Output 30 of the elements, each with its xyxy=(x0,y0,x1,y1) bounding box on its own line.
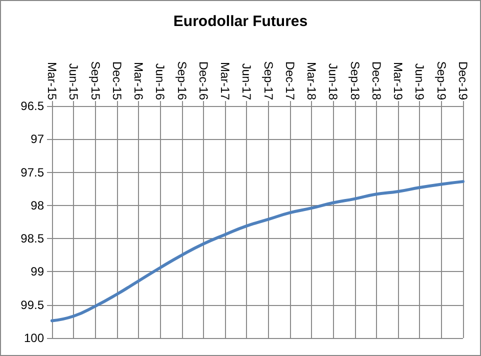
x-tick-label: Jun-15 xyxy=(66,63,81,100)
x-tick-label: Sep-16 xyxy=(174,61,189,100)
x-tick-label: Mar-18 xyxy=(304,62,319,100)
x-tick-label: Mar-17 xyxy=(218,62,232,100)
x-tick-label: Dec-16 xyxy=(196,61,210,100)
x-tick-label: Mar-19 xyxy=(391,62,406,100)
x-tick-label: Mar-16 xyxy=(132,62,146,100)
y-tick-label: 97.5 xyxy=(20,165,44,180)
y-tick-label: 98 xyxy=(30,198,44,212)
x-tick-label: Jun-19 xyxy=(412,63,427,100)
y-tick-label: 99.5 xyxy=(20,298,44,312)
y-tick-label: 100 xyxy=(24,331,44,345)
x-tick-label: Dec-17 xyxy=(282,61,297,100)
x-tick-label: Dec-15 xyxy=(110,61,124,100)
y-tick-label: 99 xyxy=(30,264,44,279)
chart-title: Eurodollar Futures xyxy=(173,13,308,30)
x-tick-label: Dec-19 xyxy=(456,61,470,100)
x-tick-label: Sep-17 xyxy=(261,61,276,100)
x-tick-label: Sep-15 xyxy=(88,61,102,100)
x-tick-label: Jun-17 xyxy=(240,63,254,100)
x-tick-label: Dec-18 xyxy=(369,61,384,100)
x-tick-label: Jun-16 xyxy=(153,63,168,100)
x-tick-label: Mar-15 xyxy=(45,62,59,100)
x-tick-label: Sep-18 xyxy=(348,61,362,100)
y-tick-label: 97 xyxy=(30,132,44,146)
y-tick-label: 96.5 xyxy=(20,99,44,113)
x-tick-label: Jun-18 xyxy=(326,63,340,100)
x-tick-label: Sep-19 xyxy=(434,61,448,100)
line-series xyxy=(50,180,464,322)
y-tick-label: 98.5 xyxy=(20,232,44,246)
